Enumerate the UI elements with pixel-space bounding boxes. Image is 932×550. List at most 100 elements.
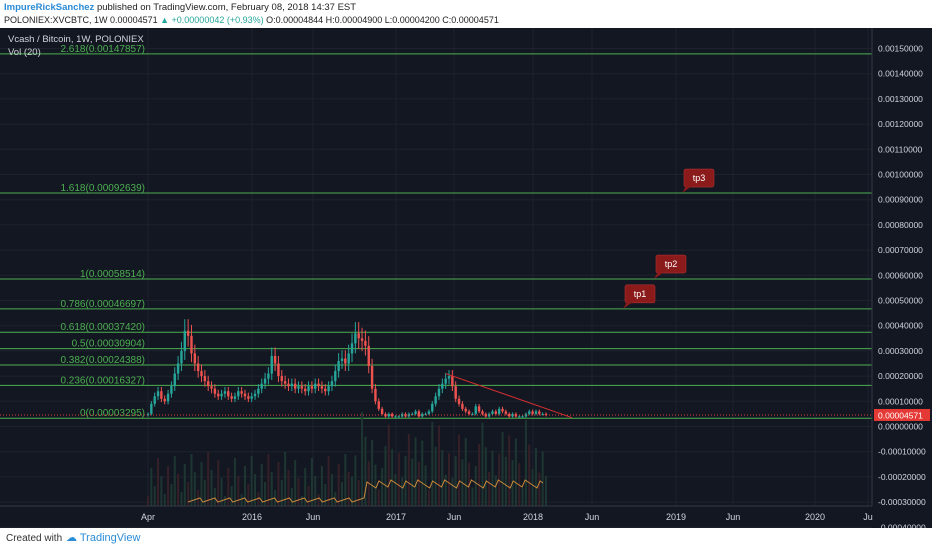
volume-bar: [324, 484, 327, 506]
volume-bar: [471, 487, 474, 506]
candle-body: [270, 355, 273, 374]
candle-body: [277, 363, 280, 377]
volume-bar: [538, 472, 541, 506]
candle-body: [240, 391, 243, 394]
volume-bar: [534, 448, 537, 506]
time-tick-label: 2016: [242, 512, 262, 522]
candle-body: [534, 411, 538, 414]
time-tick-label: 2020: [805, 512, 825, 522]
candle-body: [491, 411, 494, 414]
price-chart[interactable]: 2.618(0.00147857) 1.618(0.00092639) 1(0.00…: [0, 28, 932, 550]
candle-body: [227, 391, 230, 397]
price-tick-label: -0.00020000: [878, 472, 926, 482]
volume-bar: [300, 496, 303, 506]
price-tick-label: 0.00010000: [878, 396, 923, 406]
candle-body: [474, 406, 477, 414]
target-label: tp3: [693, 173, 706, 183]
candle-body: [263, 378, 267, 384]
publication-header: ImpureRickSanchez published on TradingVi…: [0, 0, 932, 28]
candle-body: [210, 386, 213, 389]
volume-bar: [374, 464, 377, 506]
candle-body: [518, 416, 521, 418]
volume-bar: [230, 486, 233, 506]
price-tick-label: -0.00040000: [878, 522, 926, 528]
candle-body: [243, 393, 247, 397]
volume-bar: [434, 446, 437, 506]
volume-bar: [394, 474, 397, 506]
volume-bar: [371, 440, 374, 506]
candle-body: [320, 386, 324, 389]
candle-body: [357, 333, 360, 339]
candle-body: [397, 416, 401, 418]
tradingview-logo[interactable]: ☁ TradingView: [66, 532, 141, 544]
volume-bar: [310, 458, 313, 506]
volume-bar: [267, 454, 270, 506]
candle-body: [477, 406, 481, 412]
candle-body: [166, 393, 170, 402]
volume-bar: [203, 480, 206, 506]
time-tick-label: Jun: [306, 512, 321, 522]
volume-bar: [317, 494, 320, 506]
candle-body: [330, 381, 334, 387]
volume-bar: [391, 449, 394, 506]
candle-body: [310, 386, 314, 389]
volume-bar: [190, 454, 193, 506]
chart-area[interactable]: 2.618(0.00147857) 1.618(0.00092639) 1(0.00…: [0, 28, 932, 550]
volume-bar: [351, 476, 354, 506]
volume-bar: [444, 474, 447, 506]
candle-body: [541, 413, 544, 415]
volume-bar: [514, 438, 517, 506]
candle-body: [384, 413, 387, 417]
volume-bar: [431, 422, 434, 506]
candle-body: [337, 360, 340, 372]
target-bubble: [624, 284, 656, 304]
price-tick-label: 0.00140000: [878, 69, 923, 79]
price-tick-label: 0.00030000: [878, 346, 923, 356]
candle-body: [340, 358, 344, 361]
time-tick-label: Jun: [726, 512, 741, 522]
candle-body: [508, 413, 511, 417]
publish-info: published on TradingView.com, February 0…: [96, 2, 357, 13]
volume-bar: [177, 474, 180, 506]
candle-body: [514, 413, 518, 417]
volume-bar: [287, 470, 290, 506]
created-with-text: Created with: [6, 533, 63, 544]
volume-bar: [397, 452, 400, 506]
candle-body: [521, 416, 524, 418]
fib-level-label: 0.382(0.00024388): [60, 355, 145, 366]
volume-bar: [227, 468, 230, 506]
target-pointer: [682, 186, 692, 194]
target-marker-tp3: tp3: [682, 168, 715, 194]
candle-body: [531, 411, 534, 414]
candle-body: [180, 350, 183, 364]
price-tick-label: 0.00090000: [878, 195, 923, 205]
volume-bar: [361, 412, 364, 506]
candle-body: [380, 408, 384, 414]
volume-bar: [357, 480, 360, 506]
volume-bar: [320, 466, 323, 506]
candle-body: [280, 376, 283, 382]
candle-body: [511, 413, 514, 417]
candle-body: [504, 411, 508, 414]
volume-bar: [217, 460, 220, 506]
volume-bar: [193, 472, 196, 506]
volume-bar: [411, 458, 414, 506]
price-tick-label: -0.00010000: [878, 447, 926, 457]
candle-body: [170, 386, 173, 394]
candle-body: [390, 413, 394, 417]
price-tick-label: 0.00070000: [878, 245, 923, 255]
volume-bar: [167, 466, 170, 506]
candlesticks: [146, 319, 548, 418]
volume-bar: [247, 484, 250, 506]
target-marker-tp2: tp2: [654, 254, 687, 280]
volume-bar: [347, 472, 350, 506]
target-bubble: [683, 168, 715, 188]
candle-body: [290, 383, 294, 387]
volume-bar: [417, 462, 420, 506]
author-link[interactable]: ImpureRickSanchez: [4, 2, 95, 13]
volume-bar: [481, 422, 484, 506]
volume-bar: [280, 480, 283, 506]
candle-body: [156, 391, 160, 397]
volume-bar: [504, 456, 507, 506]
candle-body: [173, 373, 176, 387]
